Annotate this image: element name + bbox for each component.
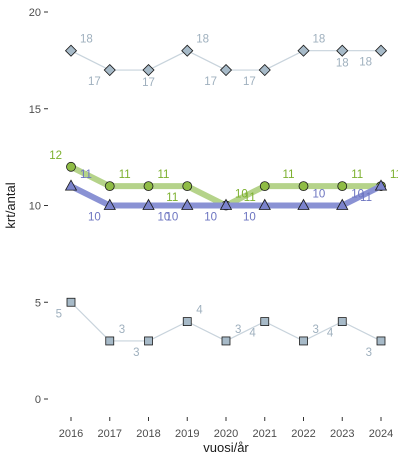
data-point-triangle <box>258 198 271 210</box>
data-label: 5 <box>56 308 62 320</box>
x-axis-title: vuosi/år <box>203 440 249 454</box>
data-label: 11 <box>166 192 178 204</box>
y-tick-label: 10 <box>29 201 41 213</box>
data-label: 11 <box>351 169 363 181</box>
data-label: 18 <box>336 58 349 70</box>
data-label: 17 <box>243 76 256 88</box>
x-tick-label: 2024 <box>369 428 393 440</box>
data-point-diamond <box>258 63 271 77</box>
data-label: 10 <box>165 212 178 224</box>
data-label: 10 <box>88 212 101 224</box>
data-label: 4 <box>196 305 203 317</box>
data-label: 3 <box>235 324 241 336</box>
data-label: 18 <box>196 34 209 46</box>
data-point-diamond <box>142 63 155 77</box>
data-point-square <box>376 336 386 346</box>
x-axis: 2016 2017 2018 2019 2020 2021 2022 2023 2024 <box>59 417 393 440</box>
y-tick-label: 15 <box>29 104 41 116</box>
y-tick-label: 20 <box>29 7 41 19</box>
data-label: 4 <box>327 328 334 340</box>
data-point-circle <box>337 181 348 192</box>
data-label: 10 <box>204 212 217 224</box>
data-point-triangle <box>181 198 194 210</box>
data-label: 11 <box>80 169 92 181</box>
data-point-triangle <box>219 198 233 210</box>
data-point-circle <box>298 181 309 192</box>
data-label: 4 <box>249 328 256 340</box>
x-tick-label: 2018 <box>136 428 160 440</box>
y-tick-label: 0 <box>35 394 41 406</box>
data-point-square <box>260 317 270 327</box>
data-point-diamond <box>374 44 388 57</box>
data-label: 11 <box>119 169 131 181</box>
data-point-triangle <box>297 198 310 210</box>
series-square <box>66 297 386 346</box>
data-label: 11 <box>158 169 170 181</box>
series-layer <box>64 44 388 346</box>
data-point-diamond <box>297 44 310 57</box>
data-point-diamond <box>219 63 233 77</box>
x-tick-label: 2019 <box>175 428 199 440</box>
x-tick-label: 2023 <box>330 428 354 440</box>
data-point-triangle <box>142 198 155 210</box>
data-point-triangle <box>103 198 116 210</box>
data-label: 18 <box>359 57 372 69</box>
data-point-diamond <box>103 63 116 77</box>
data-label: 3 <box>133 347 139 359</box>
data-point-diamond <box>64 44 78 57</box>
x-tick-label: 2020 <box>214 428 238 440</box>
data-label: 3 <box>119 324 125 336</box>
data-point-circle <box>143 181 154 192</box>
data-label: 10 <box>158 212 171 224</box>
data-point-circle <box>259 181 270 192</box>
data-point-triangle <box>374 179 388 191</box>
x-tick-label: 2016 <box>59 428 83 440</box>
data-label: 11 <box>244 192 256 204</box>
data-point-triangle <box>64 179 78 191</box>
series-triangle <box>64 179 388 210</box>
data-label: 11 <box>360 192 372 204</box>
data-point-square <box>221 336 231 346</box>
data-labels: 1817171817171818181211111110111111111110… <box>49 34 398 359</box>
x-tick-label: 2021 <box>253 428 277 440</box>
x-tick-label: 2022 <box>291 428 315 440</box>
data-label: 12 <box>49 150 62 162</box>
data-label: 3 <box>313 324 319 336</box>
data-point-square <box>66 297 76 307</box>
data-point-triangle <box>336 198 349 210</box>
data-label: 10 <box>243 212 256 224</box>
data-point-square <box>182 317 192 327</box>
data-point-square <box>144 336 153 346</box>
data-point-circle <box>104 181 115 192</box>
data-label: 17 <box>204 76 217 88</box>
data-label: 17 <box>142 77 155 89</box>
data-label: 18 <box>80 34 93 46</box>
series-line <box>70 301 382 342</box>
data-point-square <box>105 336 115 346</box>
data-label: 10 <box>313 189 326 201</box>
data-point-diamond <box>336 44 349 57</box>
data-label: 10 <box>235 189 248 201</box>
data-label: 10 <box>351 189 364 201</box>
data-label: 11 <box>283 169 295 181</box>
data-label: 18 <box>313 34 326 46</box>
series-diamond <box>64 44 388 77</box>
y-axis: 0 5 10 15 20 <box>29 7 48 406</box>
data-point-circle <box>182 181 193 192</box>
data-point-circle <box>66 161 76 172</box>
x-tick-label: 2017 <box>98 428 122 440</box>
data-point-square <box>337 317 347 327</box>
y-axis-title: krt/antal <box>3 182 18 228</box>
data-point-square <box>299 336 308 346</box>
data-label: 11 <box>390 169 398 181</box>
data-label: 3 <box>366 347 372 359</box>
data-label: 17 <box>88 76 101 88</box>
y-tick-label: 5 <box>35 297 41 309</box>
data-point-diamond <box>181 44 194 57</box>
